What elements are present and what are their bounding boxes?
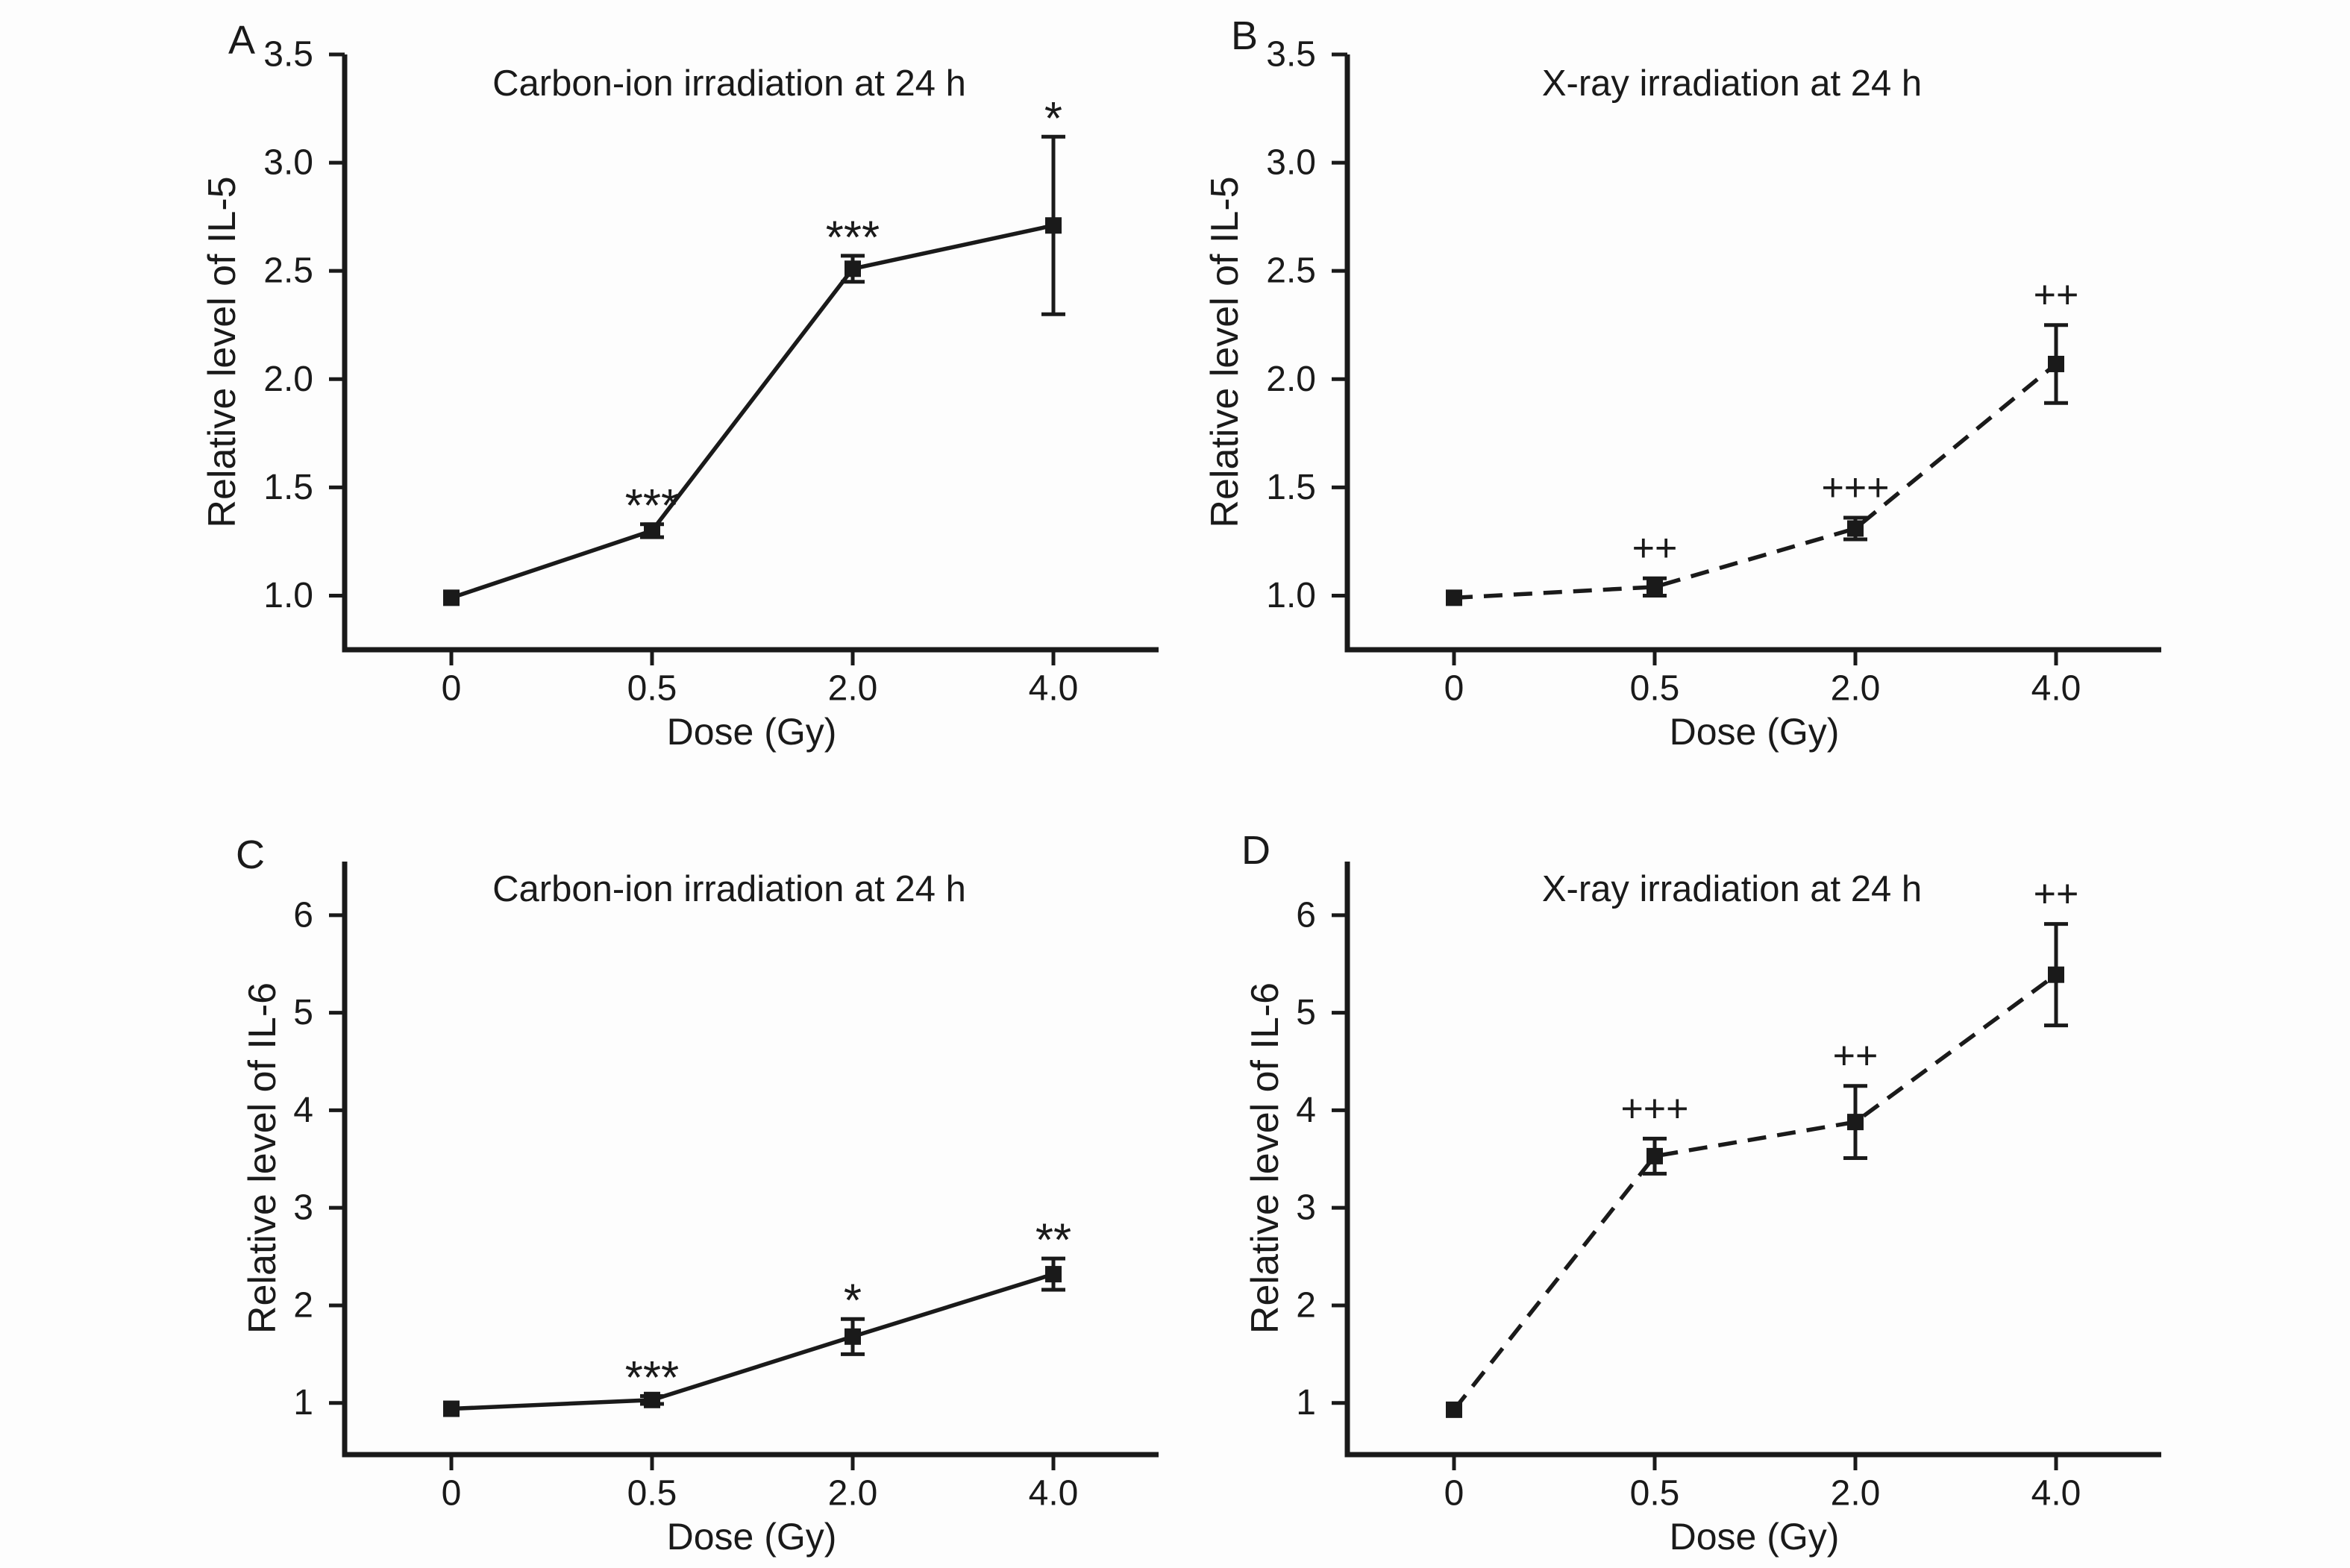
- data-point-marker: [2048, 355, 2064, 372]
- x-tick-label: 2.0: [1831, 669, 1881, 709]
- y-tick-label: 3.0: [1266, 143, 1316, 183]
- panel-d-group: D 1 2 3 4 5 6 0 0.5 2.0 4.0 X-ray irradiation at 24…: [1241, 828, 2161, 1558]
- y-tick-label: 1: [293, 1383, 313, 1423]
- data-point-marker: [1446, 1401, 1462, 1418]
- x-tick-label: 0.5: [1630, 1474, 1680, 1514]
- x-tick-label: 4.0: [1029, 1474, 1079, 1514]
- y-tick-label: 2: [1296, 1285, 1316, 1325]
- y-tick-label: 4: [1296, 1091, 1316, 1130]
- x-axis-label: Dose (Gy): [667, 1516, 837, 1558]
- data-point-marker: [1446, 589, 1462, 606]
- panel-letter: A: [228, 18, 255, 63]
- panel-letter: B: [1231, 13, 1258, 58]
- y-tick-label: 3.5: [263, 35, 313, 75]
- y-tick-label: 1.5: [1266, 468, 1316, 507]
- significance-annotation: ***: [625, 480, 679, 532]
- data-line: [451, 223, 1054, 600]
- data-point-marker: [845, 1328, 861, 1345]
- significance-annotation: *: [1044, 93, 1062, 145]
- x-tick-label: 4.0: [2031, 669, 2081, 709]
- significance-annotation: ***: [826, 212, 880, 263]
- data-point-marker: [644, 522, 660, 539]
- y-tick-label: 2.5: [1266, 251, 1316, 291]
- y-axis-label: Relative level of IL-5: [1203, 176, 1247, 527]
- y-tick-label: 2.5: [263, 251, 313, 291]
- x-tick-label: 2.0: [1831, 1474, 1881, 1514]
- panel-letter: D: [1241, 828, 1270, 873]
- data-line: [1453, 362, 2058, 600]
- data-point-marker: [443, 589, 460, 606]
- data-line: [451, 1272, 1054, 1411]
- panel-title: X-ray irradiation at 24 h: [1542, 63, 1922, 104]
- significance-annotation: *: [844, 1276, 862, 1327]
- significance-annotation: ++: [2034, 873, 2079, 916]
- significance-annotation: ***: [625, 1352, 679, 1404]
- y-tick-label: 6: [293, 895, 313, 935]
- y-tick-label: 1.5: [263, 468, 313, 507]
- data-point-marker: [1847, 1114, 1864, 1131]
- data-point-marker: [1045, 217, 1062, 234]
- y-tick-label: 2.0: [263, 360, 313, 399]
- panel-a-group: A 1.0 1.5 2.0 2.5 3.0 3.5 0 0.5 2.0 4.0 Carbon-ion …: [201, 18, 1159, 753]
- y-axis-label: Relative level of IL-6: [241, 982, 284, 1334]
- significance-annotation: ++: [2034, 274, 2079, 317]
- data-point-marker: [1847, 520, 1864, 537]
- x-tick-label: 4.0: [1029, 669, 1079, 709]
- y-axis-label: Relative level of IL-5: [201, 176, 244, 527]
- x-tick-label: 0.5: [627, 669, 677, 709]
- x-tick-label: 4.0: [2031, 1474, 2081, 1514]
- x-tick-label: 0: [1444, 1474, 1464, 1514]
- panel-title: Carbon-ion irradiation at 24 h: [492, 869, 966, 909]
- x-tick-label: 0: [442, 1474, 462, 1514]
- y-tick-label: 5: [293, 993, 313, 1032]
- y-axis-label: Relative level of IL-6: [1244, 982, 1287, 1334]
- y-tick-label: 3.5: [1266, 35, 1316, 75]
- y-tick-label: 3: [1296, 1188, 1316, 1228]
- x-tick-label: 0: [1444, 669, 1464, 709]
- x-tick-label: 0: [442, 669, 462, 709]
- data-line: [1452, 973, 2058, 1411]
- panel-c-group: C 1 2 3 4 5 6 0 0.5 2.0 4.0 Carbon-ion irradiation …: [236, 832, 1159, 1558]
- y-tick-label: 1.0: [1266, 576, 1316, 615]
- significance-annotation: **: [1035, 1215, 1071, 1267]
- data-point-marker: [443, 1400, 460, 1417]
- y-tick-label: 3.0: [263, 143, 313, 183]
- x-tick-label: 0.5: [1630, 669, 1680, 709]
- x-axis-label: Dose (Gy): [1670, 1516, 1840, 1558]
- significance-annotation: ++: [1632, 527, 1678, 570]
- x-tick-label: 0.5: [627, 1474, 677, 1514]
- x-axis-label: Dose (Gy): [1670, 711, 1840, 753]
- significance-annotation: ++: [1833, 1035, 1879, 1078]
- panel-title: Carbon-ion irradiation at 24 h: [492, 63, 966, 104]
- x-tick-label: 2.0: [828, 1474, 878, 1514]
- y-tick-label: 2: [293, 1285, 313, 1325]
- y-tick-label: 5: [1296, 993, 1316, 1032]
- y-tick-label: 6: [1296, 895, 1316, 935]
- x-axis-label: Dose (Gy): [667, 711, 837, 753]
- panel-title: X-ray irradiation at 24 h: [1542, 869, 1922, 909]
- data-point-marker: [1045, 1266, 1062, 1283]
- y-tick-label: 1: [1296, 1383, 1316, 1423]
- data-point-marker: [644, 1391, 660, 1408]
- panel-b-group: B 1.0 1.5 2.0 2.5 3.0 3.5 0 0.5 2.0 4.0 X-ray irrad…: [1203, 13, 2161, 753]
- data-point-marker: [2048, 966, 2064, 983]
- data-point-marker: [1646, 578, 1663, 595]
- data-point-marker: [1646, 1147, 1663, 1164]
- x-tick-label: 2.0: [828, 669, 878, 709]
- data-point-marker: [845, 260, 861, 277]
- y-tick-label: 2.0: [1266, 360, 1316, 399]
- panel-letter: C: [236, 832, 265, 877]
- y-tick-label: 3: [293, 1188, 313, 1228]
- significance-annotation: +++: [1620, 1087, 1688, 1130]
- y-tick-label: 4: [293, 1091, 313, 1130]
- y-tick-label: 1.0: [263, 576, 313, 615]
- significance-annotation: +++: [1821, 466, 1889, 509]
